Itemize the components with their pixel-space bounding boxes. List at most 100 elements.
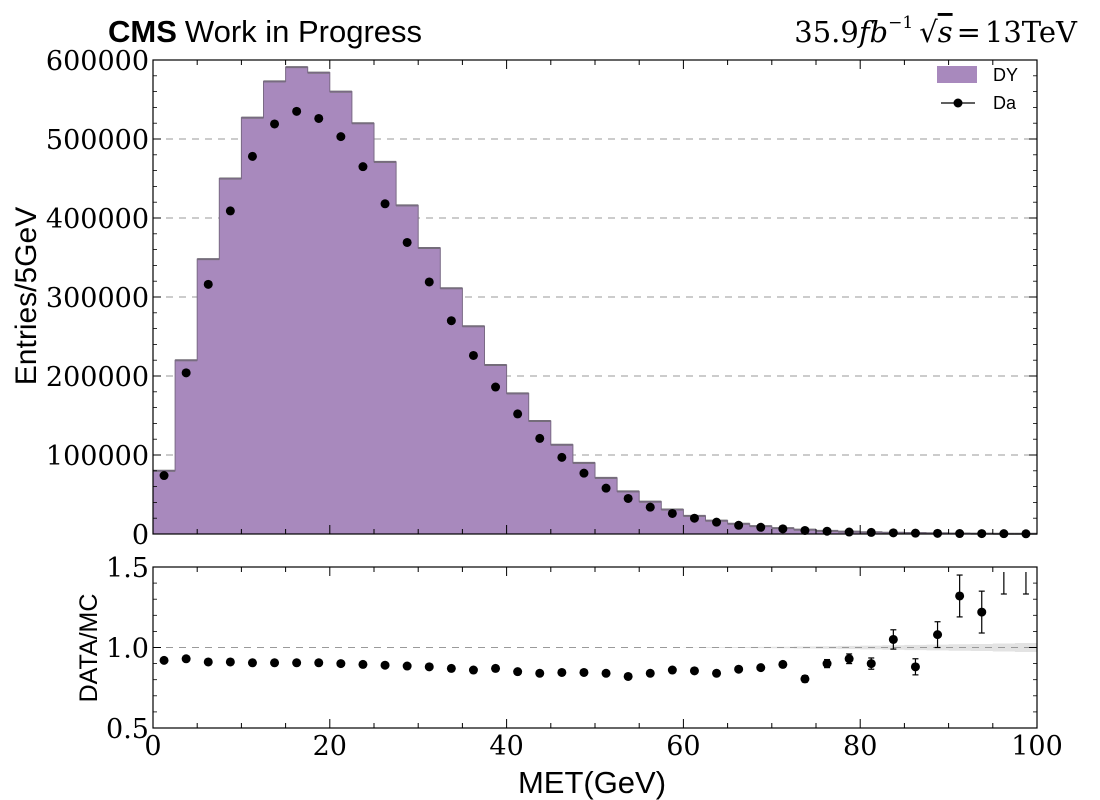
main-y-tick-label: 300000 (46, 283, 149, 314)
main-axes: 0 100000 200000 300000 400000 500000 600000 (46, 46, 1038, 551)
data-point (181, 368, 191, 378)
ratio-point (734, 664, 744, 674)
data-point (734, 520, 744, 530)
ratio-point (446, 663, 456, 673)
main-y-tick-label: 200000 (46, 362, 149, 393)
data-point (800, 525, 810, 535)
ratio-point (535, 668, 545, 678)
ratio-point (491, 663, 501, 673)
ratio-point (866, 659, 876, 669)
main-y-tick-label: 600000 (46, 46, 149, 77)
x-axis-label: MET(GeV) (518, 765, 666, 800)
x-tick-label: 60 (666, 731, 700, 762)
x-tick-label: 80 (843, 731, 877, 762)
ratio-point (645, 668, 655, 678)
data-point (689, 513, 699, 523)
legend-label-data: Da (993, 93, 1017, 113)
chart-title: CMS Work in Progress (108, 14, 422, 49)
data-point (314, 113, 324, 123)
data-point (910, 528, 920, 538)
legend: DY Da (937, 65, 1018, 113)
data-point (623, 493, 633, 503)
data-point (247, 151, 257, 161)
ratio-point (933, 630, 943, 640)
ratio-grid (153, 566, 1037, 648)
data-point (712, 517, 722, 527)
ratio-point (822, 659, 832, 669)
data-point (203, 279, 213, 289)
data-point (270, 119, 280, 129)
ratio-point (955, 591, 965, 601)
dy-histogram-outline (152, 66, 1037, 535)
ratio-point (601, 668, 611, 678)
ratio-point (977, 607, 987, 617)
ratio-points (159, 572, 1029, 684)
x-tick-label: 100 (1011, 731, 1063, 762)
ratio-point (579, 667, 589, 677)
data-point (336, 132, 346, 142)
ratio-point (292, 658, 302, 668)
ratio-point (424, 662, 434, 672)
dy-histogram (152, 66, 1037, 535)
data-point (535, 433, 545, 443)
data-point (468, 350, 478, 360)
ratio-y-axis-label: DATA/MC (75, 594, 103, 703)
x-tick-label: 0 (144, 731, 161, 762)
ratio-point (712, 668, 722, 678)
ratio-point (468, 665, 478, 675)
data-point (844, 527, 854, 537)
dy-histogram-fill (153, 67, 1037, 535)
ratio-point (358, 659, 368, 669)
data-point (358, 162, 368, 172)
status-label: Work in Progress (185, 14, 422, 49)
ratio-y-tick-label: 1.5 (106, 553, 149, 584)
ratio-point (402, 661, 412, 671)
ratio-point (247, 658, 257, 668)
ratio-y-tick-label: 0.5 (106, 714, 149, 745)
data-point (402, 237, 412, 247)
data-point (424, 277, 434, 287)
ratio-point (203, 657, 213, 667)
main-y-tick-label: 0 (132, 520, 149, 551)
data-point (579, 468, 589, 478)
ratio-point (557, 667, 567, 677)
ratio-point (910, 662, 920, 672)
data-point (888, 528, 898, 538)
ratio-point (513, 667, 523, 677)
data-point (866, 527, 876, 537)
main-y-axis-label: Entries/5GeV (10, 207, 43, 385)
ratio-point (800, 674, 810, 684)
main-y-tick-label: 100000 (46, 441, 149, 472)
ratio-point (225, 657, 235, 667)
ratio-point (181, 654, 191, 664)
ratio-point (336, 659, 346, 669)
data-point (292, 106, 302, 116)
data-point (645, 502, 655, 512)
ratio-point (756, 663, 766, 673)
data-point (778, 524, 788, 534)
ratio-axes: 0.5 1.0 1.5 0 20 40 60 80 100 (106, 553, 1063, 762)
data-point (756, 522, 766, 532)
ratio-point (159, 655, 169, 665)
x-tick-label: 20 (313, 731, 347, 762)
x-tick-label: 40 (489, 731, 523, 762)
data-point (667, 508, 677, 518)
ratio-point (888, 634, 898, 644)
data-point (159, 471, 169, 481)
data-point (225, 206, 235, 216)
ratio-point (623, 671, 633, 681)
ratio-point (778, 659, 788, 669)
lumi-label: 35.9fb−1 √s = 13TeV (794, 13, 1078, 49)
legend-marker-data (953, 98, 963, 108)
ratio-point (270, 658, 280, 668)
legend-swatch-dy (937, 66, 977, 83)
data-points (159, 106, 1031, 539)
data-point (491, 382, 501, 392)
data-point (933, 528, 943, 538)
main-y-tick-label: 500000 (46, 125, 149, 156)
data-point (601, 483, 611, 493)
data-point (446, 316, 456, 326)
ratio-y-tick-label: 1.0 (106, 634, 149, 665)
ratio-point (844, 654, 854, 664)
